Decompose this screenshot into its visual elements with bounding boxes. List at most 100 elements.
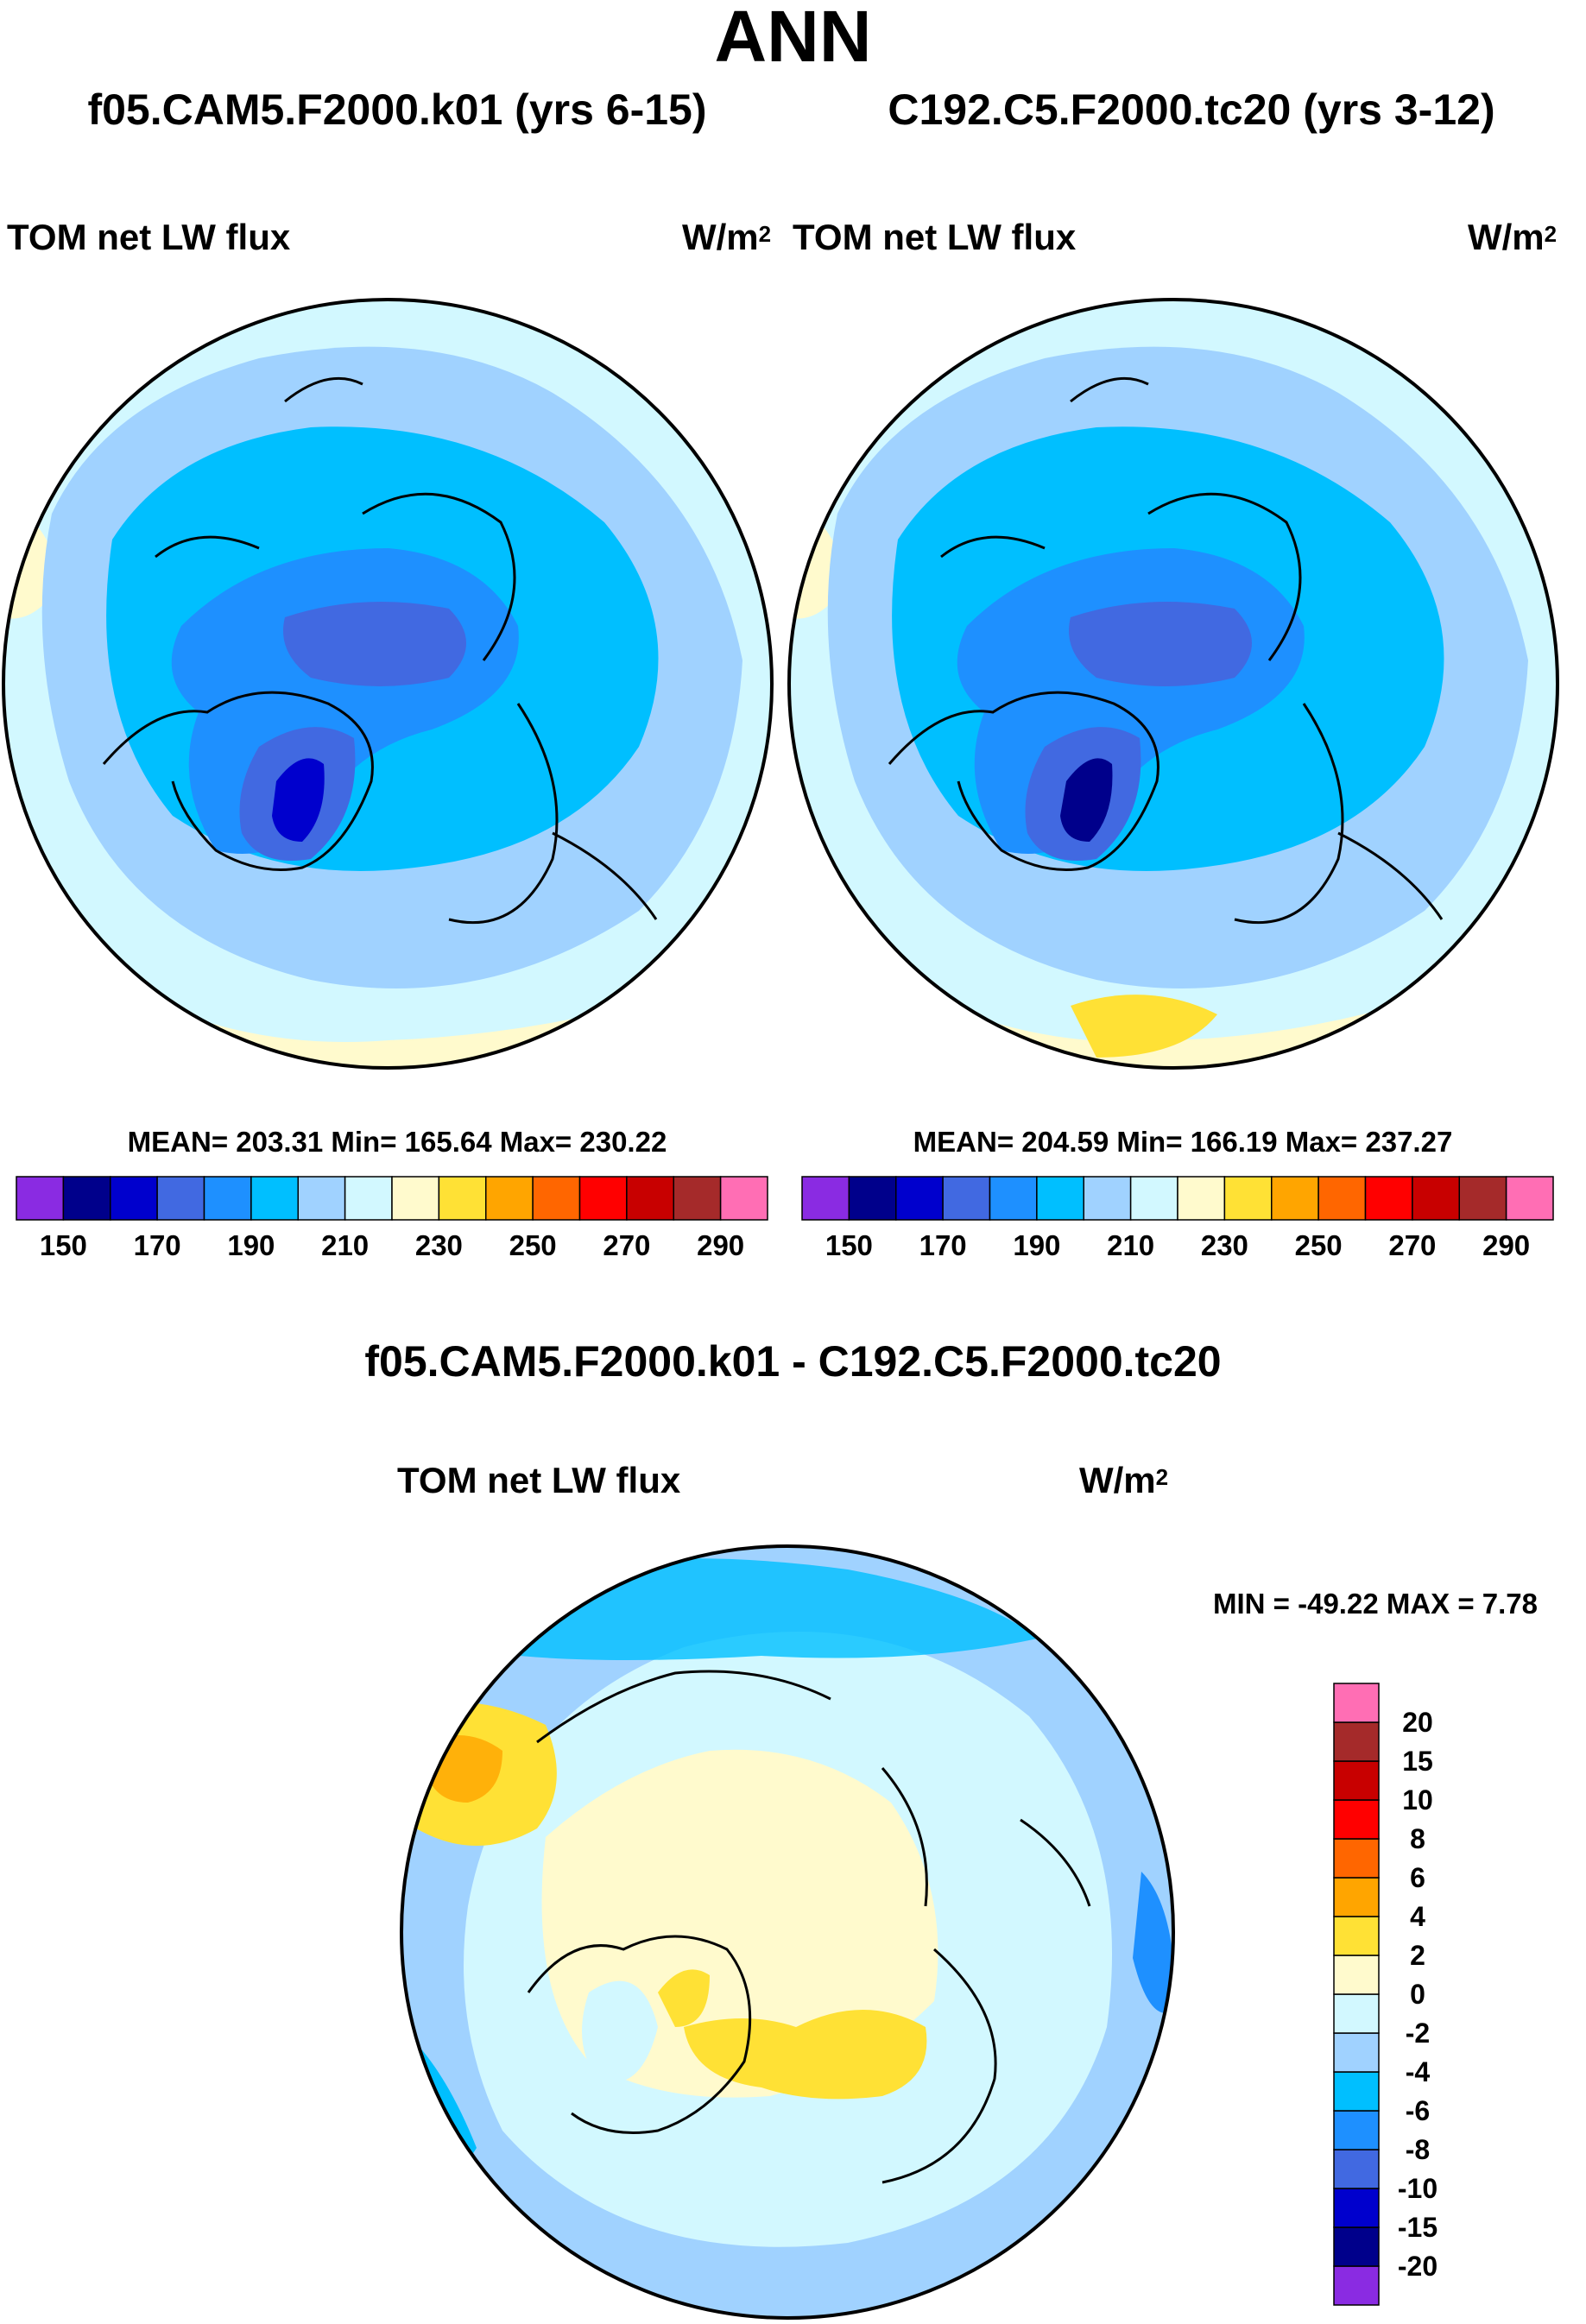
diff-polar-map [400, 1544, 1175, 2320]
left-colorbar-ticks: 150 170 190 210 230 250 270 290 [16, 1228, 768, 1263]
coastline [888, 376, 1444, 925]
colorbar-box [1271, 1176, 1319, 1221]
diff-variable-label: TOM net LW flux [397, 1460, 681, 1500]
colorbar-box [250, 1176, 299, 1221]
colorbar-box [1333, 1721, 1380, 1762]
colorbar-tick-label: 15 [1402, 1746, 1433, 1777]
colorbar-tick-label: 290 [697, 1229, 745, 1261]
colorbar-box [532, 1176, 581, 1221]
right-colorbar [801, 1176, 1554, 1221]
colorbar-box [1333, 2265, 1380, 2306]
colorbar-box [801, 1176, 850, 1221]
colorbar-box [1333, 1838, 1380, 1879]
colorbar-box [1333, 2071, 1380, 2112]
colorbar-tick-label: 0 [1410, 1979, 1425, 2010]
colorbar-tick-label: -15 [1397, 2212, 1438, 2243]
cool-patch-center [582, 1980, 658, 2082]
left-colorbar [16, 1176, 768, 1221]
colorbar-box [1333, 2149, 1380, 2189]
left-variable-label: TOM net LW flux [7, 217, 291, 257]
colorbar-box [1333, 2032, 1380, 2073]
colorbar-box [1333, 1916, 1380, 1956]
colorbar-tick-label: 10 [1402, 1784, 1433, 1816]
colorbar-tick-label: 170 [133, 1229, 181, 1261]
colorbar-box [203, 1176, 252, 1221]
diff-minmax: MIN = -49.22 MAX = 7.78 [1213, 1588, 1539, 1620]
right-colorbar-ticks: 150 170 190 210 230 250 270 290 [802, 1228, 1553, 1263]
colorbar-box [485, 1176, 534, 1221]
colorbar-box [1333, 1683, 1380, 1723]
colorbar-tick-label: 4 [1410, 1901, 1425, 1932]
diff-colorbar [1333, 1683, 1380, 2306]
colorbar-tick-label: 6 [1410, 1862, 1425, 1893]
colorbar-box [942, 1176, 991, 1221]
colorbar-box [1333, 1799, 1380, 1840]
colorbar-box [1333, 2110, 1380, 2150]
colorbar-box [1317, 1176, 1367, 1221]
warm-patch-center-2 [658, 1969, 710, 2027]
coastline [449, 1670, 1091, 2288]
colorbar-tick-label: 250 [1294, 1229, 1343, 1261]
diff-units-label: W/m2 [1079, 1460, 1169, 1500]
right-polar-map [787, 298, 1559, 1070]
colorbar-box [1412, 1176, 1460, 1221]
band-4169e1-2 [1069, 602, 1252, 686]
colorbar-box [578, 1176, 628, 1221]
colorbar-box [1333, 2188, 1380, 2228]
left-stats: MEAN= 203.31 Min= 165.64 Max= 230.22 [127, 1126, 667, 1158]
colorbar-tick-label: 290 [1482, 1229, 1531, 1261]
diff-colorbar-ticks: 20 15 10 8 6 4 2 0 -2 -4 -6 -8 -10 -15 -20 [1383, 1683, 1452, 2305]
coastline [102, 376, 658, 925]
colorbar-tick-label: 190 [227, 1229, 275, 1261]
colorbar-box [1083, 1176, 1132, 1221]
colorbar-tick-label: 270 [603, 1229, 651, 1261]
colorbar-tick-label: 270 [1388, 1229, 1437, 1261]
colorbar-tick-label: -20 [1397, 2251, 1438, 2282]
colorbar-box [156, 1176, 205, 1221]
right-units-label: W/m2 [1468, 217, 1558, 257]
band-00008b [1060, 758, 1113, 842]
colorbar-tick-label: -4 [1405, 2056, 1431, 2087]
colorbar-box [297, 1176, 346, 1221]
colorbar-box [438, 1176, 487, 1221]
colorbar-box [895, 1176, 944, 1221]
colorbar-box [110, 1176, 158, 1221]
colorbar-box [719, 1176, 768, 1221]
colorbar-box [1333, 1993, 1380, 2034]
colorbar-box [1036, 1176, 1084, 1221]
colorbar-tick-label: 2 [1410, 1940, 1425, 1971]
colorbar-tick-label: 210 [1107, 1229, 1155, 1261]
colorbar-tick-label: 190 [1013, 1229, 1061, 1261]
colorbar-tick-label: 230 [1200, 1229, 1248, 1261]
colorbar-tick-label: 170 [919, 1229, 967, 1261]
band-1e90ff-east [1133, 1872, 1173, 2013]
colorbar-box [673, 1176, 722, 1221]
colorbar-box [16, 1176, 65, 1221]
left-units-label: W/m2 [682, 217, 772, 257]
right-variable-label: TOM net LW flux [793, 217, 1077, 257]
colorbar-tick-label: -2 [1405, 2018, 1431, 2049]
colorbar-box [1177, 1176, 1226, 1221]
colorbar-box [1333, 1955, 1380, 1995]
colorbar-tick-label: -6 [1405, 2095, 1431, 2126]
warm-patch-center [684, 2010, 927, 2100]
colorbar-box [1364, 1176, 1413, 1221]
left-polar-map [2, 298, 774, 1070]
colorbar-tick-label: 250 [509, 1229, 557, 1261]
colorbar-box [848, 1176, 897, 1221]
right-stats: MEAN= 204.59 Min= 166.19 Max= 237.27 [913, 1126, 1453, 1158]
colorbar-box [989, 1176, 1038, 1221]
colorbar-tick-label: 20 [1402, 1707, 1433, 1738]
colorbar-box [391, 1176, 440, 1221]
colorbar-tick-label: 150 [825, 1229, 873, 1261]
colorbar-tick-label: -10 [1397, 2173, 1438, 2204]
colorbar-box [1505, 1176, 1554, 1221]
colorbar-box [62, 1176, 111, 1221]
diff-panel-title: f05.CAM5.F2000.k01 - C192.C5.F2000.tc20 [364, 1337, 1222, 1386]
colorbar-tick-label: 8 [1410, 1823, 1425, 1854]
colorbar-box [626, 1176, 674, 1221]
left-panel-title: f05.CAM5.F2000.k01 (yrs 6-15) [87, 85, 707, 134]
warm-patch-south [1071, 995, 1217, 1058]
colorbar-box [344, 1176, 393, 1221]
colorbar-box [1333, 2226, 1380, 2267]
